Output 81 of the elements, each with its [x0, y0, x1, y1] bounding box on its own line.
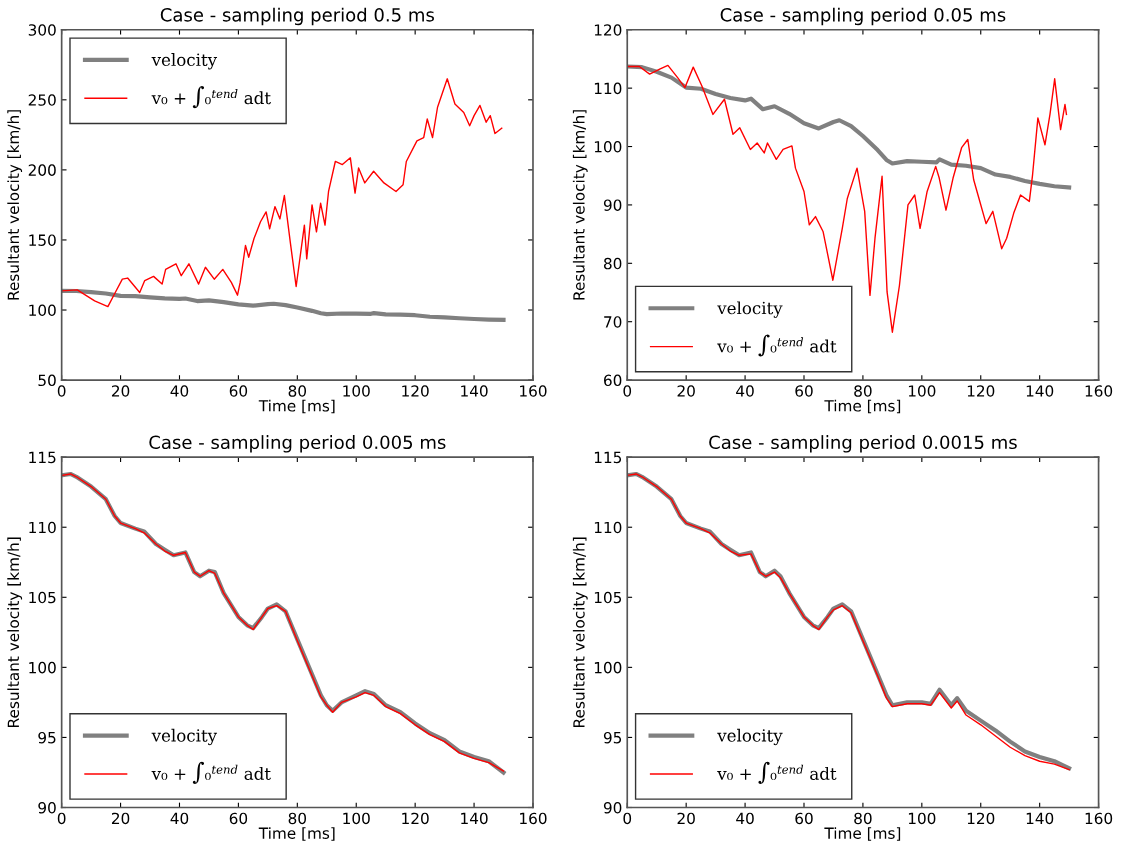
x-tick-label: 100 [343, 812, 370, 825]
legend-label: velocity [717, 301, 783, 318]
legend-label: v₀ + ∫₀$^{tend}$ adt [151, 86, 271, 109]
y-axis-title: Resultant velocity [km/h] [7, 537, 23, 727]
x-tick-label: 20 [677, 385, 695, 397]
y-axis-title: Resultant velocity [km/h] [572, 110, 588, 300]
x-tick-label: 140 [461, 385, 488, 397]
x-tick-label: 60 [229, 812, 248, 825]
chart-title: Case - sampling period 0.05 ms [720, 7, 1006, 26]
y-tick-label: 100 [29, 304, 56, 317]
x-tick-label: 0 [57, 385, 66, 397]
legend-label: v₀ + ∫₀$^{tend}$ adt [151, 761, 271, 784]
y-tick-label: 90 [603, 801, 622, 814]
x-tick-label: 100 [908, 385, 936, 397]
y-tick-label: 95 [603, 731, 622, 744]
x-tick-label: 100 [343, 385, 370, 397]
y-tick-label: 200 [28, 164, 56, 176]
y-tick-label: 60 [604, 374, 622, 387]
x-tick-label: 120 [967, 812, 995, 825]
y-tick-label: 105 [594, 591, 622, 604]
y-tick-label: 250 [28, 94, 56, 106]
y-tick-label: 150 [29, 234, 56, 246]
x-tick-label: 120 [967, 385, 995, 397]
y-tick-label: 115 [594, 451, 622, 464]
y-tick-label: 90 [38, 801, 56, 814]
x-tick-label: 20 [677, 812, 695, 825]
y-tick-label: 50 [38, 374, 56, 387]
x-tick-label: 20 [111, 385, 130, 397]
x-tick-label: 140 [461, 812, 488, 825]
x-tick-label: 0 [623, 812, 632, 825]
y-tick-label: 100 [29, 661, 56, 674]
legend-label: velocity [151, 728, 218, 746]
x-tick-label: 0 [57, 812, 66, 825]
y-axis-title: Resultant velocity [km/h] [7, 110, 23, 300]
x-tick-label: 160 [1085, 385, 1113, 397]
legend-label: velocity [717, 728, 783, 746]
y-tick-label: 80 [603, 257, 622, 270]
x-tick-label: 80 [288, 812, 307, 825]
y-tick-label: 95 [38, 731, 56, 744]
chart-title: Case - sampling period 0.5 ms [160, 7, 434, 26]
x-tick-label: 80 [854, 812, 872, 825]
x-tick-label: 120 [402, 812, 429, 825]
x-tick-label: 40 [736, 385, 754, 397]
x-tick-label: 80 [288, 385, 307, 397]
x-tick-label: 80 [854, 385, 872, 397]
x-tick-label: 160 [520, 812, 547, 825]
y-axis-title: Resultant velocity [km/h] [572, 537, 588, 727]
x-tick-label: 20 [111, 812, 130, 825]
x-tick-label: 60 [229, 385, 248, 397]
y-tick-label: 70 [604, 316, 622, 328]
legend-label: v₀ + ∫₀$^{tend}$ adt [717, 334, 837, 357]
x-tick-label: 160 [1085, 812, 1113, 825]
y-tick-label: 110 [29, 521, 56, 534]
chart-title: Case - sampling period 0.005 ms [149, 435, 446, 453]
y-tick-label: 110 [594, 82, 622, 95]
x-tick-label: 40 [170, 812, 189, 825]
y-tick-label: 90 [603, 199, 622, 211]
y-tick-label: 105 [29, 591, 56, 604]
x-tick-label: 60 [795, 385, 813, 397]
x-axis-title: Time [ms] [824, 827, 901, 841]
legend-label: velocity [151, 53, 218, 70]
y-tick-label: 120 [594, 24, 622, 36]
x-tick-label: 140 [1026, 385, 1054, 397]
y-tick-label: 115 [29, 451, 56, 464]
y-tick-label: 110 [594, 521, 622, 534]
x-axis-title: Time [ms] [258, 827, 335, 841]
x-axis-title: Time [ms] [824, 399, 901, 414]
x-tick-label: 40 [736, 812, 754, 825]
x-tick-label: 40 [170, 385, 189, 397]
x-tick-label: 60 [795, 812, 813, 825]
x-tick-label: 100 [908, 812, 936, 825]
y-tick-label: 100 [594, 661, 622, 674]
x-tick-label: 0 [623, 385, 632, 397]
x-axis-title: Time [ms] [258, 399, 335, 414]
y-tick-label: 300 [28, 24, 56, 36]
x-tick-label: 140 [1026, 812, 1054, 825]
x-tick-label: 160 [520, 385, 547, 397]
y-tick-label: 100 [594, 140, 622, 153]
legend-label: v₀ + ∫₀$^{tend}$ adt [717, 761, 837, 784]
chart-title: Case - sampling period 0.0015 ms [709, 435, 1017, 453]
x-tick-label: 120 [402, 385, 429, 397]
